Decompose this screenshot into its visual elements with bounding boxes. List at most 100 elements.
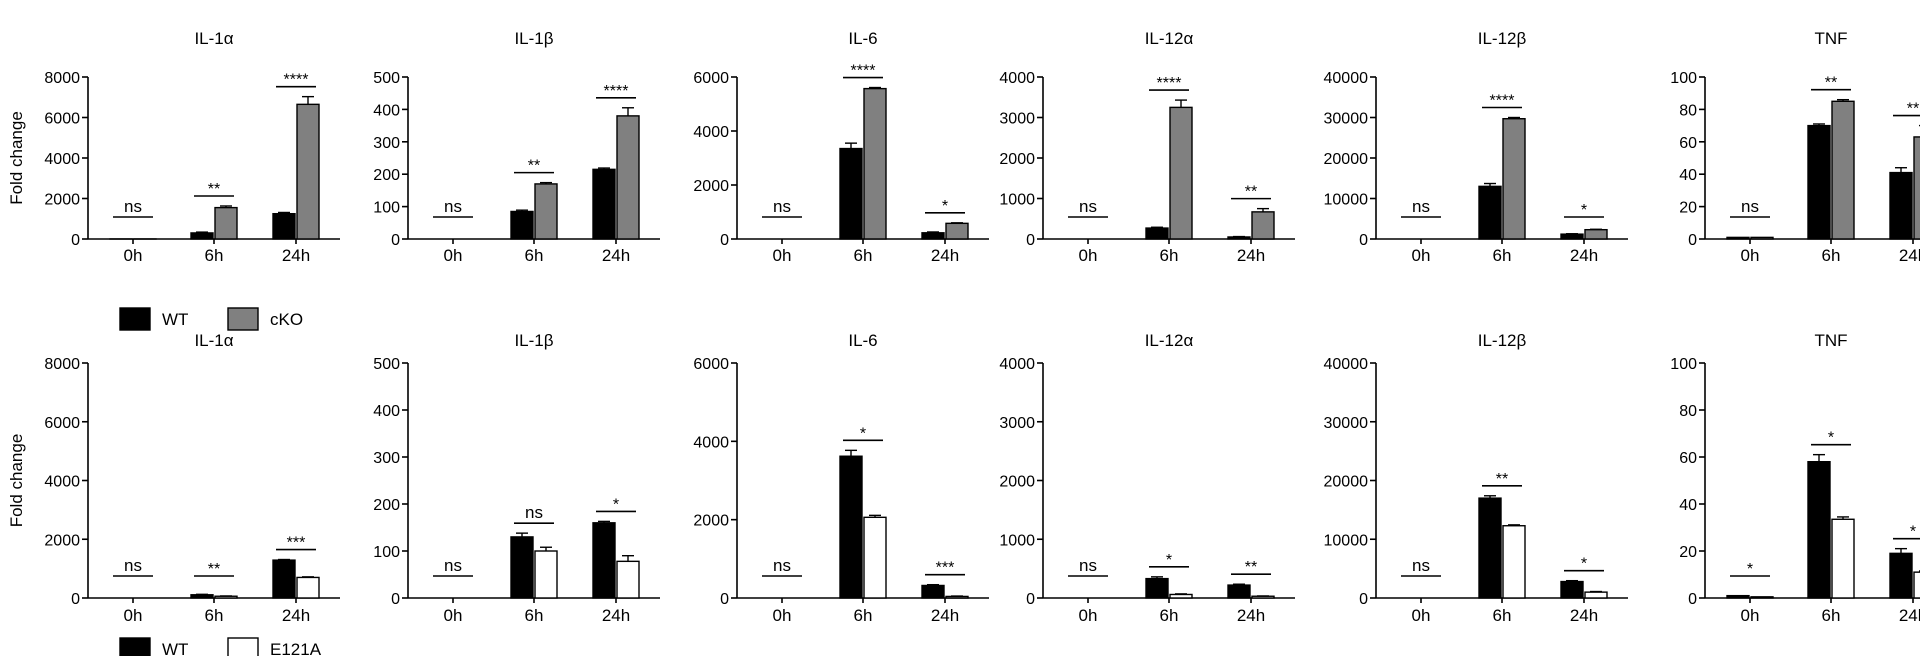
bar-wt-24h <box>921 232 945 240</box>
y-tick-label: 2000 <box>693 513 729 530</box>
chart-panel-12: TNF 0 20 40 60 80 100 0h * 6h * 24h * <box>1670 331 1920 625</box>
bar-wt-6h <box>1145 227 1169 240</box>
x-tick-label: 6h <box>1822 606 1841 625</box>
significance-label: ns <box>1079 556 1097 575</box>
chart-panel-1: IL-1α 0 2000 4000 6000 8000 0h ns 6h ** 24h **** Fol… <box>7 29 340 265</box>
x-tick-label: 0h <box>773 606 792 625</box>
y-tick-label: 0 <box>391 591 400 608</box>
y-tick-label: 30000 <box>1324 415 1369 432</box>
significance-label: ** <box>1245 184 1257 201</box>
bar-wt-24h <box>272 559 296 599</box>
chart-panel-7: IL-1α 0 2000 4000 6000 8000 0h ns 6h ** 24h *** Fold… <box>7 331 340 625</box>
y-tick-label: 80 <box>1679 403 1697 420</box>
x-tick-label: 6h <box>205 606 224 625</box>
y-tick-label: 0 <box>1688 232 1697 249</box>
bar-cko-6h <box>1502 118 1526 240</box>
x-tick-label: 0h <box>1741 606 1760 625</box>
chart-panel-10: IL-12α 0 1000 2000 3000 4000 0h ns 6h * 24h ** <box>999 331 1295 625</box>
y-tick-label: 60 <box>1679 450 1697 467</box>
x-tick-label: 6h <box>1160 246 1179 265</box>
significance-label: * <box>1581 202 1587 219</box>
y-tick-label: 8000 <box>44 356 80 373</box>
x-tick-label: 0h <box>1412 606 1431 625</box>
y-tick-label: 0 <box>1026 232 1035 249</box>
y-tick-label: 60 <box>1679 135 1697 152</box>
y-tick-label: 4000 <box>693 434 729 451</box>
y-tick-label: 2000 <box>44 532 80 549</box>
chart-title: IL-6 <box>848 29 877 48</box>
significance-label: ns <box>124 556 142 575</box>
legend-label: WT <box>162 640 188 656</box>
bar-e121a-24h <box>1913 571 1920 599</box>
significance-label: * <box>1581 556 1587 573</box>
bar-e121a-24h <box>296 576 320 599</box>
bar-cko-24h <box>1913 136 1920 240</box>
significance-label: * <box>1166 552 1172 569</box>
x-tick-label: 6h <box>525 246 544 265</box>
y-tick-label: 1000 <box>999 192 1035 209</box>
chart-panel-8: IL-1β 0 100 200 300 400 500 0h ns 6h ns 24h * <box>373 331 660 625</box>
bar-e121a-6h <box>1831 518 1855 599</box>
bar-e121a-6h <box>1169 593 1193 599</box>
chart-panel-9: IL-6 0 2000 4000 6000 0h ns 6h * 24h *** <box>693 331 989 625</box>
y-tick-label: 1000 <box>999 532 1035 549</box>
chart-panel-2: IL-1β 0 100 200 300 400 500 0h ns 6h ** 24h **** <box>373 29 660 265</box>
bar-wt-24h <box>592 522 616 599</box>
legend-swatch-e121a <box>227 637 259 656</box>
x-tick-label: 0h <box>773 246 792 265</box>
y-tick-label: 0 <box>720 591 729 608</box>
bar-cko-6h <box>534 183 558 240</box>
y-tick-label: 40 <box>1679 497 1697 514</box>
x-tick-label: 6h <box>854 246 873 265</box>
significance-label: ns <box>1741 197 1759 216</box>
significance-label: * <box>613 496 619 513</box>
significance-label: **** <box>1490 93 1515 110</box>
significance-label: ns <box>1412 197 1430 216</box>
bar-cko-24h <box>1251 211 1275 240</box>
y-tick-label: 500 <box>373 356 400 373</box>
y-tick-label: 20 <box>1679 544 1697 561</box>
x-tick-label: 24h <box>282 606 310 625</box>
bar-wt-6h <box>1807 461 1831 599</box>
bar-wt-24h <box>1560 233 1584 240</box>
legend-label: cKO <box>270 310 303 329</box>
bar-e121a-0h <box>1750 596 1774 599</box>
y-tick-label: 2000 <box>999 151 1035 168</box>
y-tick-label: 200 <box>373 497 400 514</box>
significance-label: **** <box>851 63 876 80</box>
bar-wt-6h <box>190 594 214 599</box>
y-tick-label: 300 <box>373 135 400 152</box>
legend-swatch-cko <box>227 307 259 331</box>
bar-wt-0h <box>1726 594 1750 599</box>
significance-label: **** <box>1157 75 1182 92</box>
x-tick-label: 0h <box>1412 246 1431 265</box>
chart-title: IL-12α <box>1145 29 1194 48</box>
significance-label: * <box>942 198 948 215</box>
significance-label: ** <box>208 181 220 198</box>
chart-panel-11: IL-12β 0 10000 20000 30000 40000 0h ns 6h ** 24h * <box>1324 331 1628 625</box>
chart-title: IL-12α <box>1145 331 1194 350</box>
y-tick-label: 20000 <box>1324 151 1369 168</box>
y-tick-label: 0 <box>1688 591 1697 608</box>
y-tick-label: 20 <box>1679 200 1697 217</box>
bar-wt-6h <box>510 536 534 599</box>
y-tick-label: 100 <box>373 544 400 561</box>
y-tick-label: 400 <box>373 102 400 119</box>
bar-cko-6h <box>214 206 238 240</box>
y-tick-label: 100 <box>1670 356 1697 373</box>
legend-swatch-wt <box>119 307 151 331</box>
y-tick-label: 3000 <box>999 415 1035 432</box>
legend-label: WT <box>162 310 188 329</box>
bar-cko-6h <box>863 87 887 240</box>
significance-label: ** <box>1245 559 1257 576</box>
y-tick-label: 30000 <box>1324 111 1369 128</box>
bar-cko-24h <box>945 222 969 240</box>
y-tick-label: 3000 <box>999 111 1035 128</box>
chart-panel-4: IL-12α 0 1000 2000 3000 4000 0h ns 6h **** 24h ** <box>999 29 1295 265</box>
x-tick-label: 6h <box>1493 606 1512 625</box>
y-tick-label: 8000 <box>44 70 80 87</box>
significance-label: ns <box>1412 556 1430 575</box>
x-tick-label: 6h <box>854 606 873 625</box>
bar-cko-6h <box>1169 106 1193 240</box>
